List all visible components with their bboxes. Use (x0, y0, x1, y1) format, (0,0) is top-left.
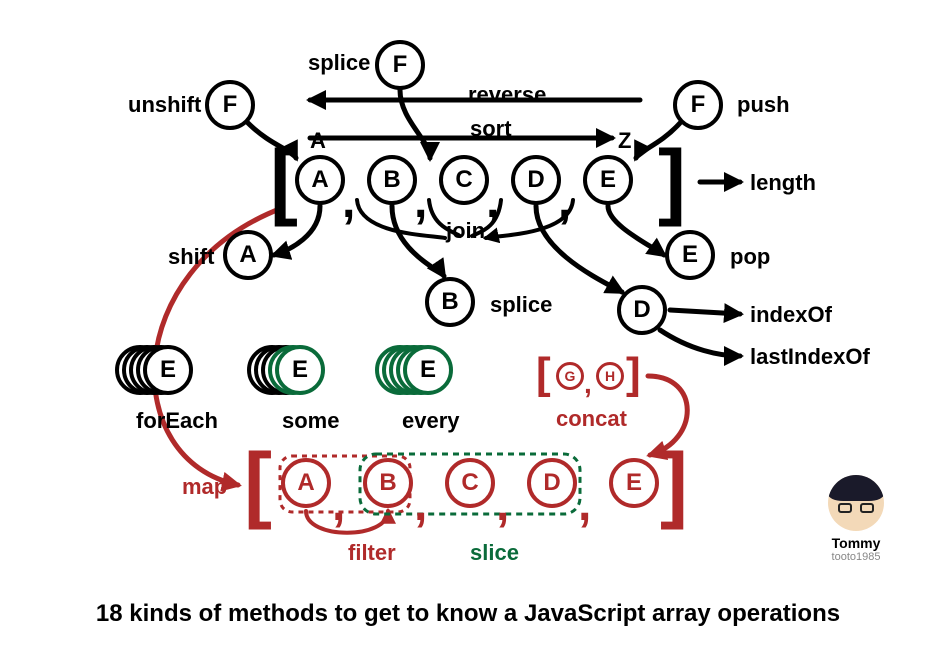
label-indexOf: indexOf (750, 302, 832, 328)
arrow-lastindexof (660, 330, 740, 356)
node-unshift-f: F (205, 80, 255, 130)
label-filter: filter (348, 540, 396, 566)
credit-handle: tooto1985 (816, 551, 896, 563)
label-map: map (182, 474, 227, 500)
bottom-comma-0: , (332, 477, 345, 532)
bottom-comma-3: , (578, 477, 591, 532)
node-pop-e: E (665, 230, 715, 280)
label-lastIndexOf: lastIndexOf (750, 344, 870, 370)
label-push: push (737, 92, 790, 118)
node-index-d: D (617, 285, 667, 335)
bottom-comma-1: , (414, 477, 427, 532)
label-splice: splice (308, 50, 370, 76)
label-join: join (446, 218, 485, 244)
arrow-filter (306, 511, 388, 533)
bottom-comma-2: , (496, 477, 509, 532)
top-comma-0: , (342, 174, 355, 229)
arrow-join-1 (357, 200, 445, 238)
bottom-array-A: A (281, 458, 331, 508)
top-comma-1: , (414, 174, 427, 229)
label-every: every (402, 408, 460, 434)
foreach-ring-0: E (143, 345, 193, 395)
bottom-array-B: B (363, 458, 413, 508)
node-splice-b: B (425, 277, 475, 327)
concat-comma: , (584, 368, 592, 400)
label-concat: concat (556, 406, 627, 432)
top-bracket-r: ] (658, 138, 686, 222)
label-sortZ: Z (618, 128, 631, 154)
top-comma-3: , (558, 174, 571, 229)
top-array-B: B (367, 155, 417, 205)
arrow-to-d (536, 206, 622, 292)
label-unshift: unshift (128, 92, 201, 118)
node-splice-f: F (375, 40, 425, 90)
bottom-bracket-r: ] (660, 441, 688, 525)
top-array-A: A (295, 155, 345, 205)
concat-g: G (556, 362, 584, 390)
bottom-array-D: D (527, 458, 577, 508)
credit-name: Tommy (816, 535, 896, 551)
label-some: some (282, 408, 339, 434)
label-sortA: A (310, 128, 326, 154)
label-forEach: forEach (136, 408, 218, 434)
concat-bracket-l: [ (536, 352, 551, 396)
concat-bracket-r: ] (626, 352, 641, 396)
bottom-array-E: E (609, 458, 659, 508)
top-array-C: C (439, 155, 489, 205)
top-array-E: E (583, 155, 633, 205)
top-comma-2: , (486, 174, 499, 229)
node-shift-a: A (223, 230, 273, 280)
label-spliceOut: splice (490, 292, 552, 318)
some-ring-0: E (275, 345, 325, 395)
label-shift: shift (168, 244, 214, 270)
every-ring-0: E (403, 345, 453, 395)
arrow-splice-in (400, 90, 430, 158)
label-reverse: reverse (468, 82, 546, 108)
arrow-pop (608, 206, 664, 255)
top-array-D: D (511, 155, 561, 205)
label-sort: sort (470, 116, 512, 142)
credit: Tommytooto1985 (816, 475, 896, 563)
caption: 18 kinds of methods to get to know a Jav… (0, 600, 936, 628)
label-length: length (750, 170, 816, 196)
label-slice: slice (470, 540, 519, 566)
arrow-indexof (670, 310, 740, 314)
label-pop: pop (730, 244, 770, 270)
avatar (828, 475, 884, 531)
concat-h: H (596, 362, 624, 390)
bottom-array-C: C (445, 458, 495, 508)
top-bracket-l: [ (270, 138, 298, 222)
bottom-bracket-l: [ (244, 441, 272, 525)
node-push-f: F (673, 80, 723, 130)
